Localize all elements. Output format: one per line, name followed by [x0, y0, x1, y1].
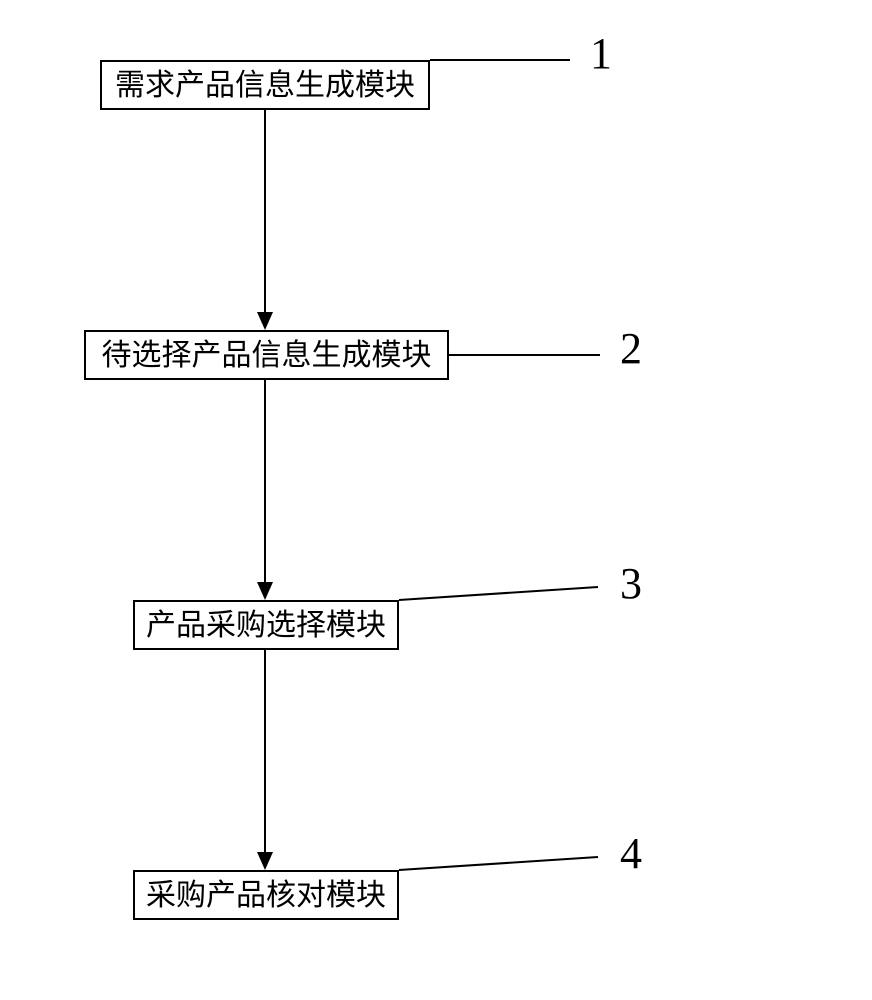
- node-3-text: 产品采购选择模块: [146, 609, 386, 642]
- leader-line-1: [430, 59, 570, 61]
- leader-line-2: [449, 354, 600, 356]
- node-3-label: 3: [620, 558, 642, 609]
- flowchart-node-1: 需求产品信息生成模块: [100, 60, 430, 110]
- arrow-2-3-head: [257, 582, 273, 600]
- arrow-1-2-line: [264, 110, 266, 312]
- node-2-text: 待选择产品信息生成模块: [102, 339, 432, 372]
- arrow-3-4-head: [257, 852, 273, 870]
- flowchart-node-3: 产品采购选择模块: [133, 600, 399, 650]
- node-1-label: 1: [590, 28, 612, 79]
- arrow-3-4-line: [264, 650, 266, 852]
- leader-line-4: [399, 855, 599, 875]
- arrow-2-3-line: [264, 380, 266, 582]
- node-4-label: 4: [620, 828, 642, 879]
- flowchart-node-2: 待选择产品信息生成模块: [84, 330, 449, 380]
- node-2-label: 2: [620, 323, 642, 374]
- arrow-1-2-head: [257, 312, 273, 330]
- flowchart-container: 需求产品信息生成模块 1 待选择产品信息生成模块 2 产品采购选择模块 3 采购…: [0, 0, 872, 1000]
- flowchart-node-4: 采购产品核对模块: [133, 870, 399, 920]
- node-1-text: 需求产品信息生成模块: [115, 69, 415, 102]
- node-4-text: 采购产品核对模块: [146, 879, 386, 912]
- leader-line-3: [399, 585, 599, 605]
